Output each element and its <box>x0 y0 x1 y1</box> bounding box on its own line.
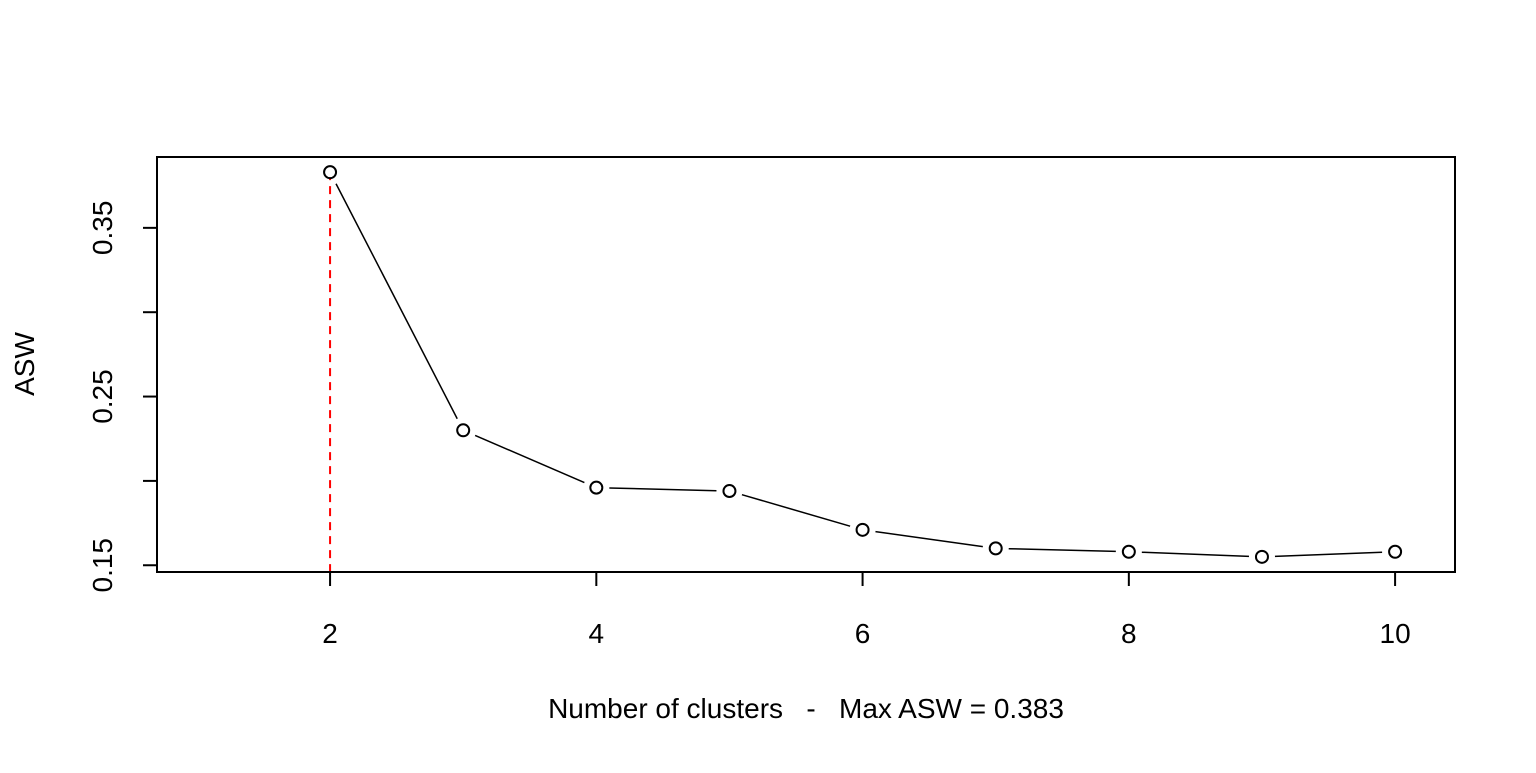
series-segment <box>1141 551 1250 558</box>
plot-frame <box>156 156 1456 573</box>
data-point <box>1121 544 1136 559</box>
data-point <box>1254 549 1269 564</box>
x-tick-label: 8 <box>1121 618 1137 649</box>
series-segment <box>1008 547 1116 553</box>
data-point <box>722 484 737 499</box>
x-axis-title: Number of clusters - Max ASW = 0.383 <box>548 693 1064 724</box>
series-segment <box>875 530 983 548</box>
series-segment <box>609 487 717 492</box>
series-segment <box>1274 551 1383 558</box>
series-segment <box>335 183 458 420</box>
x-tick-label: 6 <box>855 618 871 649</box>
series-segment <box>474 434 585 484</box>
data-point <box>323 165 338 180</box>
x-tick-label: 4 <box>589 618 605 649</box>
y-axis-title: ASW <box>9 332 40 396</box>
x-tick-label: 10 <box>1380 618 1411 649</box>
data-point <box>589 480 604 495</box>
series-segment <box>741 493 851 527</box>
y-tick-label: 0.35 <box>87 201 118 256</box>
data-point <box>1388 544 1403 559</box>
y-tick-label: 0.25 <box>87 369 118 424</box>
data-point <box>988 541 1003 556</box>
x-tick-label: 2 <box>322 618 338 649</box>
y-tick-label: 0.15 <box>87 538 118 593</box>
data-point <box>855 522 870 537</box>
data-point <box>456 423 471 438</box>
